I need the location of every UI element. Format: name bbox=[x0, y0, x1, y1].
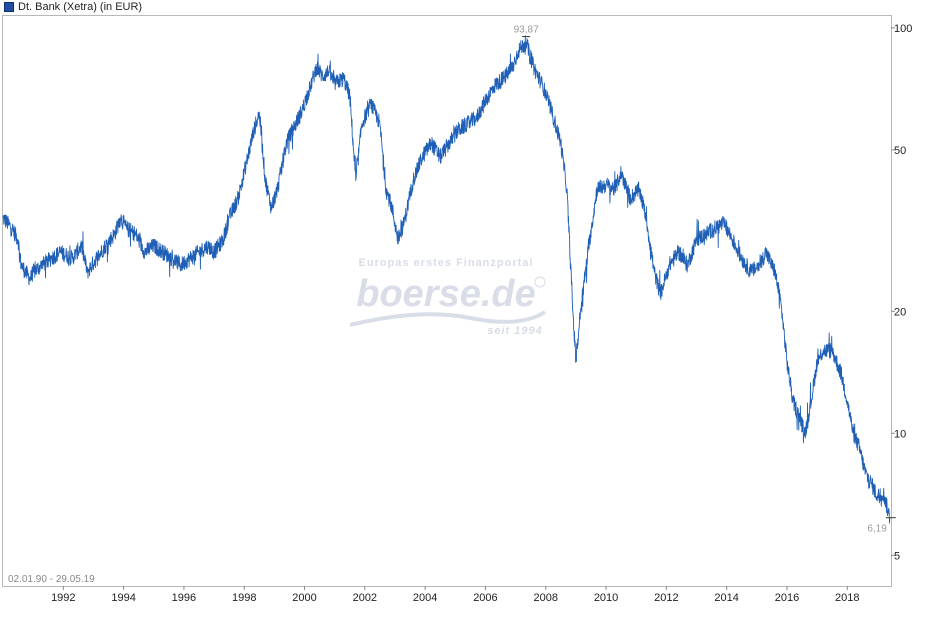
x-tick-label: 1994 bbox=[111, 592, 135, 604]
x-tick-label: 2006 bbox=[473, 592, 497, 604]
date-range-label: 02.01.90 - 29.05.19 bbox=[8, 574, 95, 585]
y-tick-label: 50 bbox=[894, 145, 906, 157]
watermark-swoosh bbox=[349, 310, 547, 327]
x-tick-label: 1992 bbox=[51, 592, 75, 604]
watermark-tagline: Europas erstes Finanzportal bbox=[359, 257, 534, 269]
x-tick-label: 2016 bbox=[775, 592, 799, 604]
y-tick-label: 20 bbox=[894, 306, 906, 318]
x-tick-label: 2010 bbox=[594, 592, 618, 604]
price-series-line bbox=[2, 35, 891, 524]
watermark-since: seit 1994 bbox=[487, 325, 542, 337]
annotations: 93,87 6,19 bbox=[514, 25, 896, 535]
chart-legend: Dt. Bank (Xetra) (in EUR) bbox=[4, 0, 142, 14]
last-label: 6,19 bbox=[867, 524, 887, 535]
legend-swatch bbox=[4, 2, 14, 12]
series-layer bbox=[2, 35, 891, 524]
x-tick-label: 2004 bbox=[413, 592, 437, 604]
watermark: Europas erstes Finanzportal boerse.de se… bbox=[349, 257, 547, 337]
watermark-brand: boerse.de bbox=[356, 273, 536, 315]
watermark-registered-icon bbox=[534, 276, 546, 288]
legend-label: Dt. Bank (Xetra) (in EUR) bbox=[18, 1, 143, 13]
plot-frame bbox=[2, 15, 892, 587]
x-tick-label: 2002 bbox=[353, 592, 377, 604]
x-tick-label: 1996 bbox=[172, 592, 196, 604]
x-tick-label: 1998 bbox=[232, 592, 256, 604]
x-tick-label: 2000 bbox=[292, 592, 316, 604]
y-tick-label: 5 bbox=[894, 550, 900, 562]
x-axis: 1992 1994 1996 1998 2000 2002 2004 2006 2008 2010… bbox=[51, 586, 860, 604]
x-tick-label: 2012 bbox=[654, 592, 678, 604]
x-tick-label: 2018 bbox=[835, 592, 859, 604]
y-axis: 100 50 20 10 5 bbox=[891, 23, 912, 562]
x-tick-label: 2014 bbox=[714, 592, 738, 604]
y-tick-label: 100 bbox=[894, 23, 912, 35]
x-tick-label: 2008 bbox=[534, 592, 558, 604]
y-tick-label: 10 bbox=[894, 428, 906, 440]
max-label: 93,87 bbox=[514, 25, 539, 36]
